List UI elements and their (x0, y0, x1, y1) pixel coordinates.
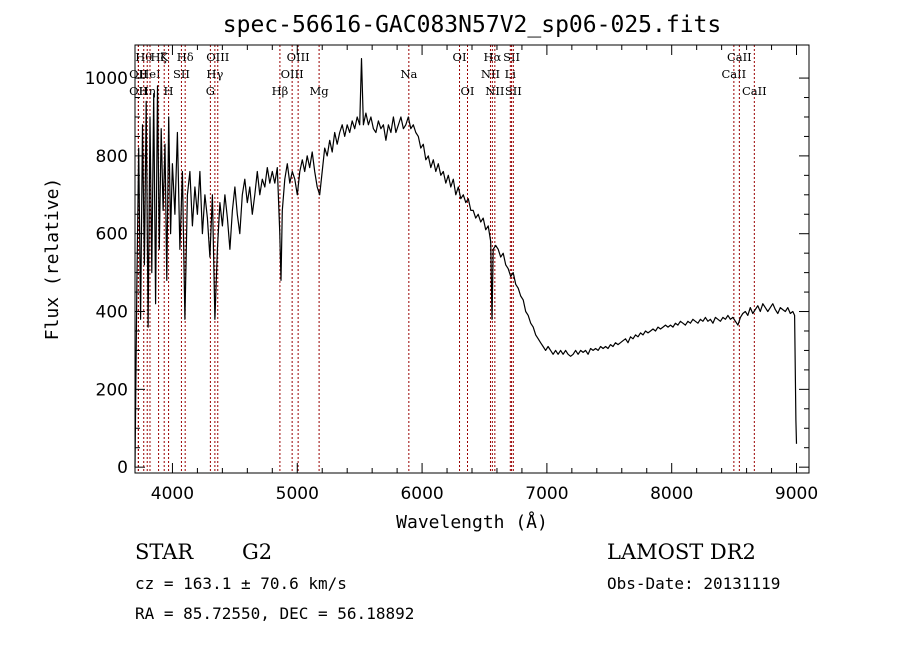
line-label-9: Hδ (177, 50, 194, 64)
spectral-line-markers: OIIOIIHθHηHeIHζKHSIIHδGHγOIIIHβOIIIOIIIM… (129, 45, 767, 473)
line-label-1: OII (129, 84, 148, 98)
line-label-10: G (206, 84, 215, 98)
x-tick-label: 6000 (400, 484, 443, 504)
redshift-velocity: cz = 163.1 ± 70.6 km/s (135, 574, 347, 593)
line-label-23: Li (505, 67, 517, 81)
line-label-19: OI (461, 84, 475, 98)
line-label-26: CaII (721, 67, 746, 81)
object-class: STAR (135, 540, 194, 564)
axis-ticks: 4000 5000 6000 7000 8000 9000 0 200 400 600 800 100… (85, 45, 818, 504)
line-label-15: OIII (287, 50, 310, 64)
x-tick-label: 5000 (276, 484, 319, 504)
line-label-22: NII (485, 84, 504, 98)
y-tick-label: 1000 (85, 69, 128, 89)
line-label-8: SII (173, 67, 190, 81)
line-label-21: Hα (483, 50, 501, 64)
x-tick-label: 8000 (650, 484, 693, 504)
line-label-13: Hβ (272, 84, 289, 98)
coordinates: RA = 85.72550, DEC = 56.18892 (135, 604, 414, 623)
y-tick-label: 0 (117, 458, 128, 478)
line-label-3: Hη (139, 84, 156, 98)
x-tick-label: 9000 (775, 484, 818, 504)
line-label-2: Hθ (135, 50, 152, 64)
line-label-16: Mg (310, 84, 330, 98)
line-label-4: HeI (139, 67, 160, 81)
y-axis-label: Flux (relative) (42, 178, 63, 341)
line-label-20: NII (481, 67, 500, 81)
object-subclass: G2 (242, 540, 272, 564)
line-label-25: SII (505, 84, 522, 98)
line-label-17: Na (400, 67, 417, 81)
survey-name: LAMOST DR2 (607, 540, 756, 564)
line-label-27: CaII (727, 50, 752, 64)
line-label-5: Hζ (150, 50, 166, 64)
line-label-7: H (164, 84, 174, 98)
y-tick-label: 600 (96, 225, 128, 245)
observation-date: Obs-Date: 20131119 (607, 574, 780, 593)
line-label-14: OIII (281, 67, 304, 81)
x-tick-label: 7000 (525, 484, 568, 504)
x-axis-label: Wavelength (Å) (396, 511, 548, 533)
line-label-18: OI (453, 50, 467, 64)
y-tick-label: 400 (96, 303, 128, 323)
spectrum-line-0 (134, 57, 798, 468)
y-tick-label: 200 (96, 380, 128, 400)
plot-frame (134, 44, 810, 474)
line-label-28: CaII (742, 84, 767, 98)
x-tick-label: 4000 (151, 484, 194, 504)
y-tick-label: 800 (96, 147, 128, 167)
line-label-11: Hγ (206, 67, 223, 81)
chart-title: spec-56616-GAC083N57V2_sp06-025.fits (223, 12, 722, 38)
line-label-24: SII (503, 50, 520, 64)
line-label-12: OIII (206, 50, 229, 64)
line-label-6: K (160, 50, 169, 64)
spectrum-series (134, 57, 798, 468)
